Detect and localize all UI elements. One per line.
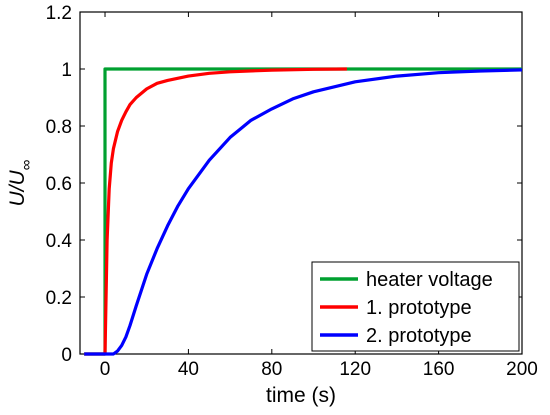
y-tick-label: 0.4: [46, 231, 73, 252]
x-tick-label: 200: [506, 359, 538, 380]
y-tick-label: 1: [61, 60, 72, 81]
legend-label-2-prototype: 2. prototype: [366, 325, 472, 347]
x-axis-ticks: 0 40 80 120 160 200: [100, 12, 538, 380]
series-line-1-prototype: [84, 67, 347, 356]
y-tick-label: 0.8: [46, 117, 72, 138]
y-axis-label-main: U/U: [6, 169, 29, 206]
legend-label-1-prototype: 1. prototype: [366, 297, 472, 319]
series-layer: [84, 67, 523, 356]
legend-label-heater-voltage: heater voltage: [366, 269, 493, 291]
y-tick-label: 0: [61, 345, 72, 366]
x-tick-label: 80: [261, 359, 282, 380]
x-tick-label: 160: [423, 359, 455, 380]
y-axis-label: U/U∞: [6, 159, 35, 206]
x-tick-label: 40: [178, 359, 199, 380]
y-axis-label-subscript: ∞: [18, 159, 35, 170]
series-line-2-prototype: [84, 68, 523, 356]
y-axis-ticks: 0 0.2 0.4 0.6 0.8 1 1.2: [46, 3, 522, 366]
x-tick-label: 120: [339, 359, 371, 380]
y-tick-label: 0.6: [46, 174, 72, 195]
legend: heater voltage 1. prototype 2. prototype: [311, 261, 520, 352]
x-tick-label: 0: [100, 359, 111, 380]
x-axis-label: time (s): [266, 384, 336, 407]
y-tick-label: 0.2: [46, 288, 72, 309]
y-tick-label: 1.2: [46, 3, 72, 24]
